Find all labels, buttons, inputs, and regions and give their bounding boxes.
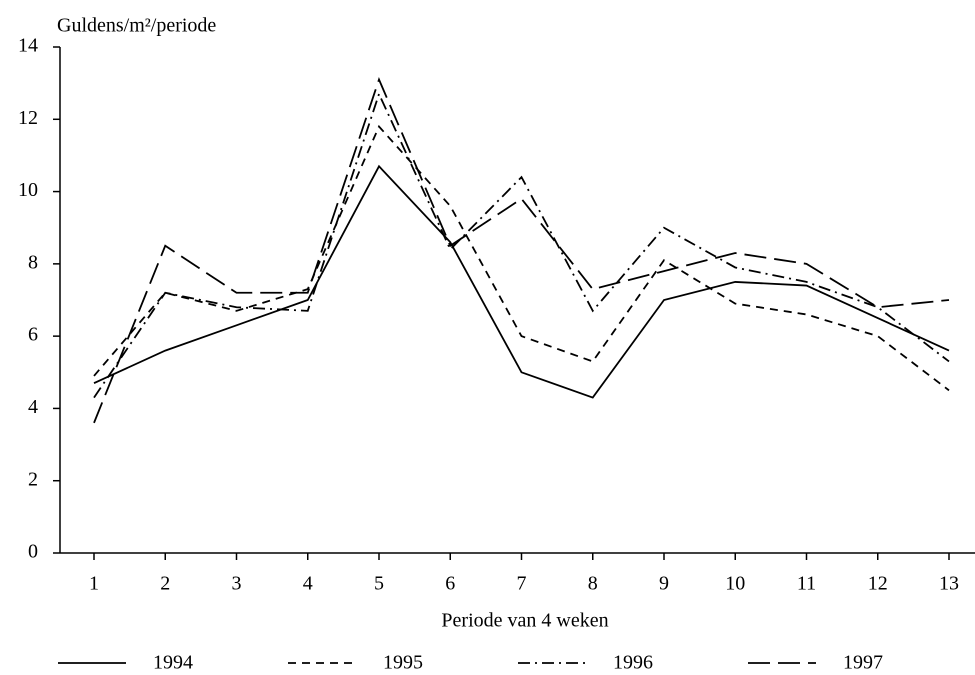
y-tick-label: 0 — [28, 541, 38, 563]
legend-label: 1995 — [383, 652, 423, 674]
y-tick-label: 6 — [28, 324, 38, 346]
x-tick-label: 1 — [89, 573, 99, 595]
series-line — [93, 164, 950, 399]
x-axis-label: Periode van 4 weken — [441, 610, 608, 632]
x-tick-label: 13 — [939, 573, 959, 595]
x-tick-label: 9 — [659, 573, 669, 595]
x-tick-label: 4 — [303, 573, 313, 595]
x-tick-label: 6 — [445, 573, 455, 595]
x-tick-label: 7 — [517, 573, 527, 595]
y-tick-label: 10 — [18, 179, 38, 201]
series-line — [93, 124, 950, 392]
y-tick-label: 4 — [28, 396, 38, 418]
x-tick-label: 8 — [588, 573, 598, 595]
x-tick-label: 2 — [160, 573, 170, 595]
x-tick-label: 3 — [232, 573, 242, 595]
y-axis-label: Guldens/m²/periode — [57, 15, 216, 37]
legend-label: 1994 — [153, 652, 193, 674]
y-tick-label: 8 — [28, 251, 38, 273]
x-tick-label: 11 — [797, 573, 816, 595]
y-tick-label: 2 — [28, 468, 38, 490]
series-line — [93, 91, 950, 399]
x-tick-label: 10 — [725, 573, 745, 595]
y-tick-label: 14 — [18, 35, 38, 57]
series-line — [93, 77, 950, 424]
x-tick-label: 5 — [374, 573, 384, 595]
y-tick-label: 12 — [18, 107, 38, 129]
legend-label: 1996 — [613, 652, 653, 674]
x-tick-label: 12 — [868, 573, 888, 595]
legend-label: 1997 — [843, 652, 883, 674]
